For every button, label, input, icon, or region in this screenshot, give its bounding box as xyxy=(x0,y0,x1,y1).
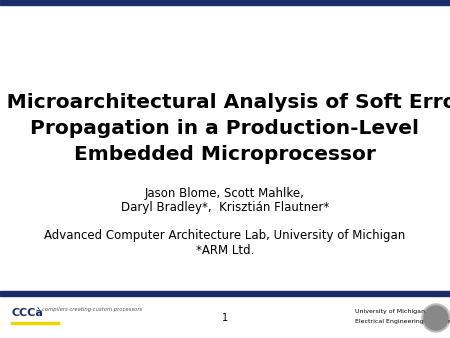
Circle shape xyxy=(422,304,450,332)
Text: Daryl Bradley*,  Krisztián Flautner*: Daryl Bradley*, Krisztián Flautner* xyxy=(121,200,329,214)
Text: A Microarchitectural Analysis of Soft Error: A Microarchitectural Analysis of Soft Er… xyxy=(0,93,450,112)
Text: Jason Blome, Scott Mahlke,: Jason Blome, Scott Mahlke, xyxy=(145,187,305,199)
Text: 1: 1 xyxy=(222,313,228,323)
Text: Electrical Engineering and Computer Science: Electrical Engineering and Computer Scie… xyxy=(355,319,450,324)
Text: *ARM Ltd.: *ARM Ltd. xyxy=(196,243,254,257)
Text: Embedded Microprocessor: Embedded Microprocessor xyxy=(74,145,376,164)
Circle shape xyxy=(424,306,448,330)
Text: University of Michigan: University of Michigan xyxy=(355,310,425,314)
Text: Advanced Computer Architecture Lab, University of Michigan: Advanced Computer Architecture Lab, Univ… xyxy=(45,230,405,242)
Text: compilers creating custom processors: compilers creating custom processors xyxy=(42,308,142,313)
Text: CCCà: CCCà xyxy=(12,308,44,318)
Bar xyxy=(0,0,450,5)
Bar xyxy=(0,291,450,296)
Bar xyxy=(0,296,450,338)
Text: Propagation in a Production-Level: Propagation in a Production-Level xyxy=(31,119,419,138)
